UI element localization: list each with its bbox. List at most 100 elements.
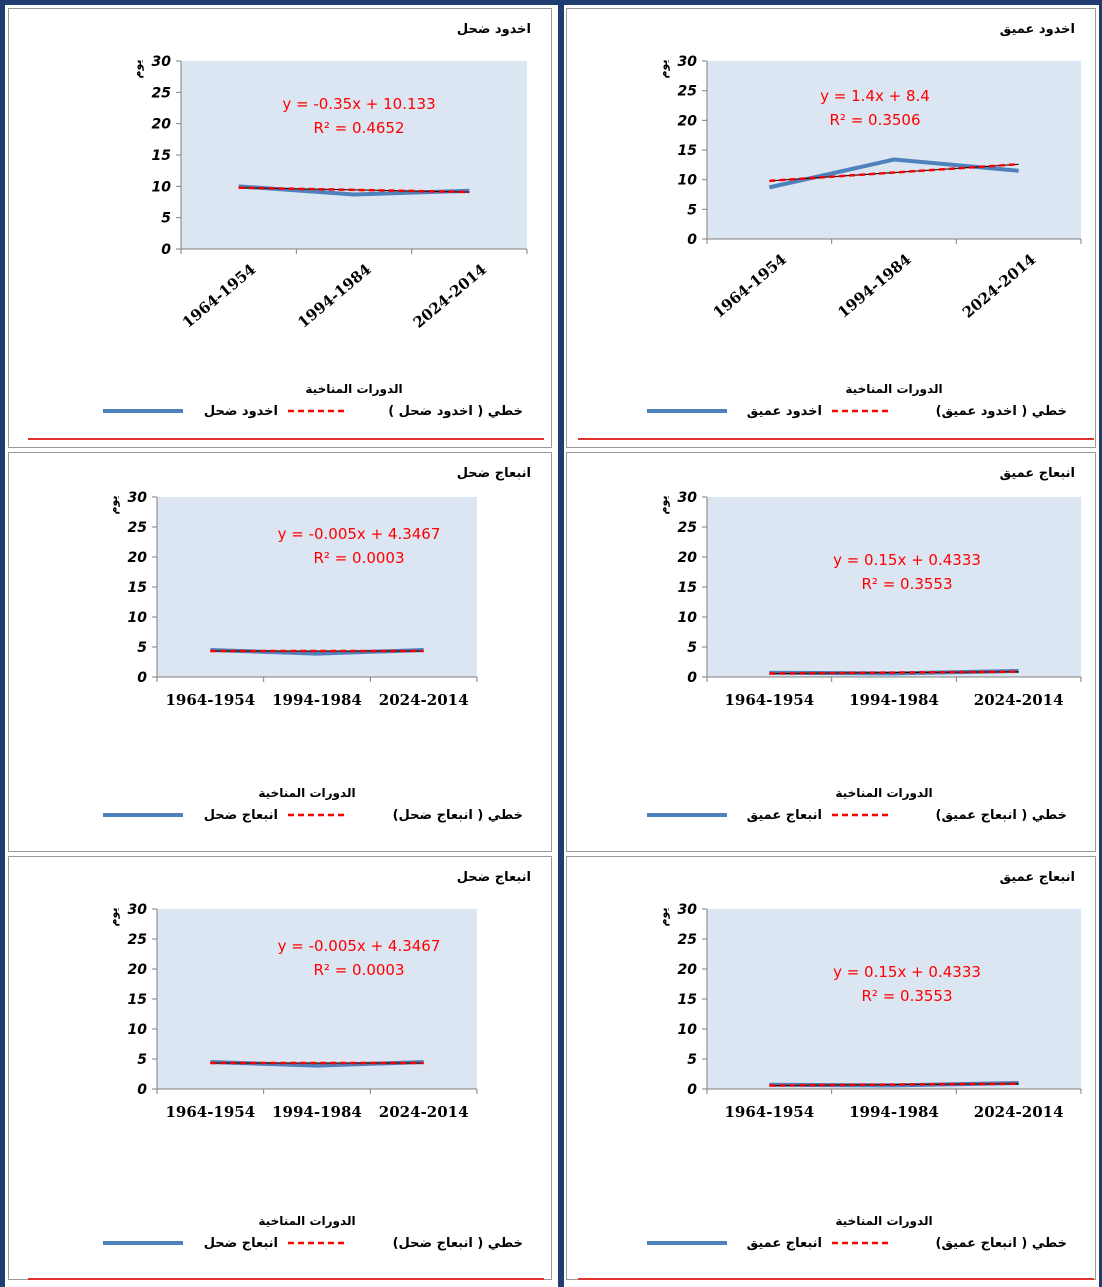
x-axis-label: الدورات المناخية (258, 786, 355, 801)
plot-area (707, 497, 1081, 677)
y-tick-label: 15 (152, 148, 172, 164)
plot-area (181, 61, 527, 249)
chart-svg: انبعاج عميق 0 5 10 15 20 25 30 يوم 1964-1954 1994-… (647, 870, 1082, 1251)
y-tick-label: 10 (128, 610, 148, 626)
y-tick-label: 30 (128, 902, 148, 918)
y-tick-label: 25 (128, 932, 148, 948)
chart-panel: انبعاج ضحل 0 5 10 15 20 25 30 يوم 1964-1954 1994-1… (8, 856, 552, 1280)
y-tick-label: 0 (687, 232, 697, 248)
plot-area (157, 909, 477, 1089)
legend-series-label: انبعاج ضحل (204, 808, 278, 823)
y-tick-label: 15 (128, 992, 148, 1008)
y-tick-label: 20 (678, 962, 698, 978)
y-tick-label: 5 (687, 640, 697, 656)
y-tick-label: 20 (152, 117, 172, 133)
trendline (769, 670, 1019, 675)
y-tick-label: 15 (678, 580, 698, 596)
y-axis-label: يوم (657, 59, 670, 78)
x-tick-label: 1964-1954 (724, 1103, 814, 1121)
legend-trend-label: خطي ( انبعاج ضحل) (393, 1236, 523, 1251)
y-tick-label: 15 (128, 580, 148, 596)
y-tick-label: 5 (161, 211, 171, 227)
x-tick-label: 2024-2014 (410, 260, 490, 331)
y-tick-label: 25 (678, 520, 698, 536)
y-tick-label: 20 (678, 113, 698, 129)
plot-area (707, 909, 1081, 1089)
page-frame-right (1099, 0, 1102, 1287)
legend-series-label: انبعاج ضحل (204, 1236, 278, 1251)
y-axis-label: يوم (107, 907, 120, 926)
legend-trend-label: خطي ( انبعاج عميق) (936, 1236, 1068, 1251)
trend-equation: y = -0.005x + 4.3467 (278, 525, 441, 543)
y-tick-label: 25 (678, 932, 698, 948)
y-tick-label: 10 (152, 179, 172, 195)
chart-title: انبعاج عميق (1000, 466, 1075, 481)
x-tick-label: 1964-1954 (710, 250, 790, 321)
y-tick-label: 15 (678, 992, 698, 1008)
y-tick-label: 30 (128, 490, 148, 506)
trend-r2: R² = 0.0003 (313, 961, 404, 979)
y-axis-label: يوم (657, 495, 670, 514)
chart-svg: انبعاج عميق 0 5 10 15 20 25 30 يوم 1964-1954 1994-… (647, 466, 1082, 823)
chart-panel: اخدود ضحل 0 5 10 15 20 25 30 يوم 1964-1954 1994-19… (8, 8, 552, 448)
legend-series-label: اخدود ضحل (204, 404, 278, 419)
trend-equation: y = -0.005x + 4.3467 (278, 937, 441, 955)
y-tick-label: 25 (678, 84, 698, 100)
y-tick-label: 25 (128, 520, 148, 536)
y-tick-label: 0 (137, 1082, 147, 1098)
chart-title: اخدود عميق (1000, 22, 1075, 37)
trend-equation: y = -0.35x + 10.133 (282, 95, 435, 113)
x-axis-label: الدورات المناخية (835, 1214, 932, 1229)
trend-r2: R² = 0.3553 (861, 987, 952, 1005)
y-tick-label: 5 (137, 640, 147, 656)
x-tick-label: 1964-1954 (724, 691, 814, 709)
y-axis-label: يوم (107, 495, 120, 514)
chart-svg: اخدود ضحل 0 5 10 15 20 25 30 يوم 1964-1954 1994-19… (103, 22, 531, 419)
red-rule (578, 1278, 1094, 1280)
chart-svg: اخدود عميق 0 5 10 15 20 25 30 يوم 1964-1954 1994-1… (647, 22, 1082, 419)
trend-r2: R² = 0.3506 (829, 111, 920, 129)
y-tick-label: 10 (678, 1022, 698, 1038)
trend-r2: R² = 0.3553 (861, 575, 952, 593)
x-tick-label: 2024-2014 (379, 1103, 469, 1121)
x-tick-label: 2024-2014 (974, 1103, 1064, 1121)
x-tick-label: 1964-1954 (179, 260, 259, 331)
page-frame-left (0, 0, 5, 1287)
y-tick-label: 20 (128, 550, 148, 566)
chart-title: انبعاج عميق (1000, 870, 1075, 885)
chart-title: انبعاج ضحل (457, 466, 531, 481)
trendline (769, 162, 1019, 183)
y-tick-label: 30 (678, 902, 698, 918)
legend-series-label: انبعاج عميق (747, 1236, 822, 1251)
x-tick-label: 1994-1984 (272, 1103, 362, 1121)
y-tick-label: 5 (687, 202, 697, 218)
x-tick-label: 2024-2014 (379, 691, 469, 709)
y-tick-label: 30 (678, 54, 698, 70)
x-tick-label: 2024-2014 (974, 691, 1064, 709)
legend-trend-label: خطي ( اخدود عميق) (936, 404, 1067, 419)
y-tick-label: 0 (137, 670, 147, 686)
y-tick-label: 20 (678, 550, 698, 566)
y-tick-label: 5 (137, 1052, 147, 1068)
y-axis-label: يوم (657, 907, 670, 926)
red-rule (578, 438, 1094, 440)
x-tick-label: 2024-2014 (959, 250, 1039, 321)
chart-panel: انبعاج عميق 0 5 10 15 20 25 30 يوم 1964-1954 1994-… (566, 856, 1096, 1280)
legend-series-label: اخدود عميق (747, 404, 822, 419)
chart-svg: انبعاج ضحل 0 5 10 15 20 25 30 يوم 1964-1954 1994-1… (103, 466, 531, 823)
trend-equation: y = 0.15x + 0.4333 (833, 551, 981, 569)
legend-trend-label: خطي ( انبعاج ضحل) (393, 808, 523, 823)
chart-panel: انبعاج عميق 0 5 10 15 20 25 30 يوم 1964-1954 1994-… (566, 452, 1096, 852)
y-tick-label: 25 (152, 85, 172, 101)
y-tick-label: 5 (687, 1052, 697, 1068)
x-tick-label: 1964-1954 (165, 691, 255, 709)
y-tick-label: 0 (161, 242, 171, 258)
y-tick-label: 10 (128, 1022, 148, 1038)
x-axis-label: الدورات المناخية (258, 1214, 355, 1229)
legend-series-label: انبعاج عميق (747, 808, 822, 823)
page-frame-top (0, 0, 1102, 5)
x-tick-label: 1994-1984 (294, 260, 374, 331)
chart-svg: انبعاج ضحل 0 5 10 15 20 25 30 يوم 1964-1954 1994-1… (103, 870, 531, 1251)
x-tick-label: 1994-1984 (272, 691, 362, 709)
trendline (769, 1082, 1019, 1087)
